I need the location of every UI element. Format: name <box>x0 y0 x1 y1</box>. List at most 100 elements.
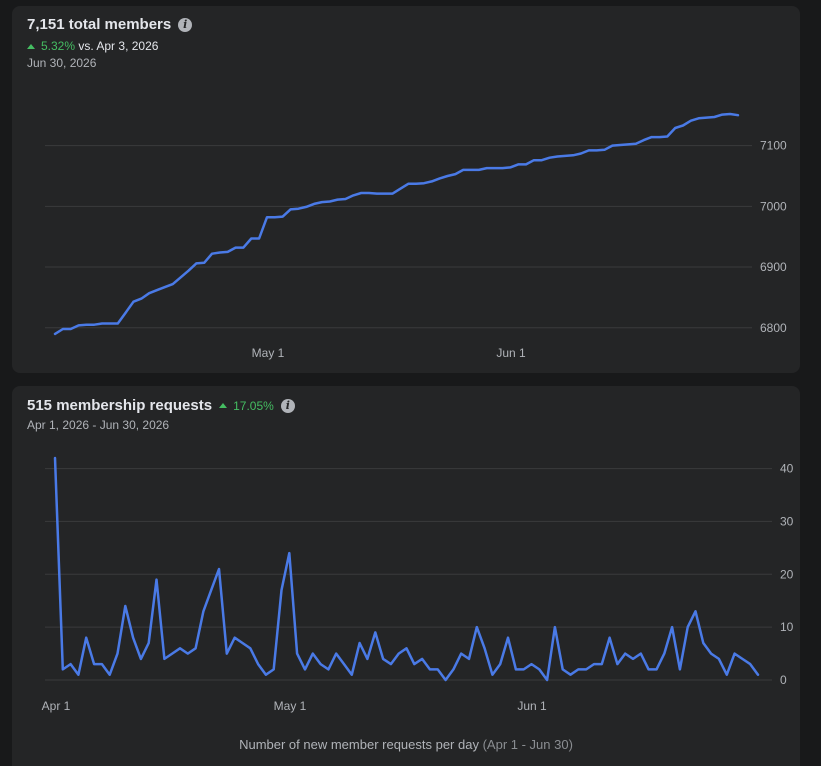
data-point[interactable] <box>107 321 113 327</box>
data-point[interactable] <box>685 624 691 630</box>
data-point[interactable] <box>677 666 683 672</box>
data-point[interactable] <box>185 651 191 657</box>
data-point[interactable] <box>680 123 686 129</box>
data-point[interactable] <box>688 118 694 124</box>
data-point[interactable] <box>570 152 576 158</box>
data-point[interactable] <box>248 236 254 242</box>
data-point[interactable] <box>138 296 144 302</box>
data-point[interactable] <box>247 645 253 651</box>
data-point[interactable] <box>492 165 498 171</box>
data-point[interactable] <box>649 134 655 140</box>
data-point[interactable] <box>224 651 230 657</box>
data-point[interactable] <box>747 661 753 667</box>
data-point[interactable] <box>460 167 466 173</box>
data-point[interactable] <box>380 656 386 662</box>
data-point[interactable] <box>735 112 741 118</box>
data-point[interactable] <box>413 181 419 187</box>
info-icon[interactable]: i <box>178 17 193 32</box>
data-point[interactable] <box>388 661 394 667</box>
data-point[interactable] <box>161 656 167 662</box>
data-point[interactable] <box>719 112 725 118</box>
data-point[interactable] <box>272 214 278 220</box>
data-point[interactable] <box>739 656 745 662</box>
data-point[interactable] <box>489 672 495 678</box>
data-point[interactable] <box>497 661 503 667</box>
data-point[interactable] <box>633 141 639 147</box>
data-point[interactable] <box>232 635 238 641</box>
data-point[interactable] <box>130 635 136 641</box>
data-point[interactable] <box>349 672 355 678</box>
data-point[interactable] <box>474 624 480 630</box>
data-point[interactable] <box>653 666 659 672</box>
data-point[interactable] <box>350 192 356 198</box>
data-point[interactable] <box>396 651 402 657</box>
data-point[interactable] <box>468 167 474 173</box>
data-point[interactable] <box>327 198 333 204</box>
data-point[interactable] <box>114 651 120 657</box>
data-point[interactable] <box>366 190 372 196</box>
data-point[interactable] <box>318 661 324 667</box>
data-point[interactable] <box>374 191 380 197</box>
data-point[interactable] <box>372 629 378 635</box>
data-point[interactable] <box>185 268 191 274</box>
data-point[interactable] <box>364 656 370 662</box>
data-point[interactable] <box>302 666 308 672</box>
data-point[interactable] <box>724 672 730 678</box>
data-point[interactable] <box>271 666 277 672</box>
data-point[interactable] <box>700 640 706 646</box>
data-point[interactable] <box>513 666 519 672</box>
data-point[interactable] <box>445 173 451 179</box>
data-point[interactable] <box>523 161 529 167</box>
data-point[interactable] <box>646 666 652 672</box>
data-point[interactable] <box>154 287 160 293</box>
data-point[interactable] <box>583 666 589 672</box>
data-point[interactable] <box>443 677 449 683</box>
data-point[interactable] <box>209 251 215 257</box>
data-point[interactable] <box>536 666 542 672</box>
data-point[interactable] <box>52 331 58 337</box>
data-point[interactable] <box>225 249 231 255</box>
data-point[interactable] <box>547 155 553 161</box>
data-point[interactable] <box>755 672 761 678</box>
data-point[interactable] <box>411 661 417 667</box>
data-point[interactable] <box>333 651 339 657</box>
data-point[interactable] <box>263 672 269 678</box>
data-point[interactable] <box>91 661 97 667</box>
data-point[interactable] <box>622 651 628 657</box>
data-point[interactable] <box>521 666 527 672</box>
data-point[interactable] <box>138 656 144 662</box>
data-point[interactable] <box>217 249 223 255</box>
data-point[interactable] <box>562 153 568 159</box>
data-point[interactable] <box>638 651 644 657</box>
data-point[interactable] <box>52 455 58 461</box>
data-point[interactable] <box>122 603 128 609</box>
data-point[interactable] <box>358 190 364 196</box>
data-point[interactable] <box>554 154 560 160</box>
data-point[interactable] <box>286 550 292 556</box>
data-point[interactable] <box>437 175 443 181</box>
data-point[interactable] <box>68 661 74 667</box>
data-point[interactable] <box>630 656 636 662</box>
data-point[interactable] <box>609 143 615 149</box>
data-point[interactable] <box>404 645 410 651</box>
data-point[interactable] <box>146 640 152 646</box>
data-point[interactable] <box>539 157 545 163</box>
data-point[interactable] <box>255 661 261 667</box>
data-point[interactable] <box>115 321 121 327</box>
data-point[interactable] <box>693 608 699 614</box>
data-point[interactable] <box>256 236 262 242</box>
data-point[interactable] <box>303 204 309 210</box>
data-point[interactable] <box>641 137 647 143</box>
data-point[interactable] <box>60 666 66 672</box>
data-point[interactable] <box>107 672 113 678</box>
data-point[interactable] <box>76 322 82 328</box>
data-point[interactable] <box>280 214 286 220</box>
data-point[interactable] <box>617 142 623 148</box>
data-point[interactable] <box>342 196 348 202</box>
data-point[interactable] <box>99 321 105 327</box>
data-point[interactable] <box>335 197 341 203</box>
data-point[interactable] <box>625 141 631 147</box>
data-point[interactable] <box>499 165 505 171</box>
data-point[interactable] <box>405 181 411 187</box>
data-point[interactable] <box>325 666 331 672</box>
